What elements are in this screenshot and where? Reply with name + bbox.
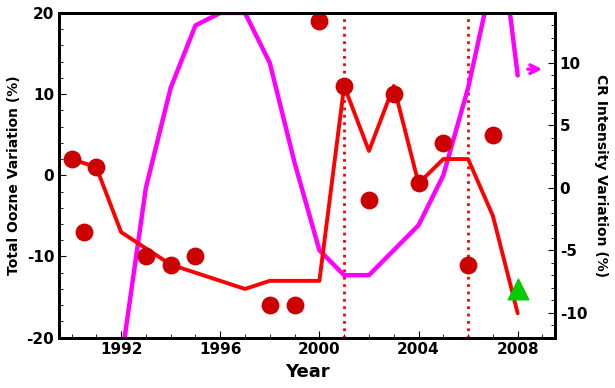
Point: [290, 302, 300, 308]
Point: [438, 140, 448, 146]
Point: [141, 253, 151, 260]
Point: [513, 286, 523, 292]
Point: [364, 197, 374, 203]
Point: [463, 262, 473, 268]
Point: [165, 262, 175, 268]
Y-axis label: CR Intensity Variation (%): CR Intensity Variation (%): [594, 74, 608, 277]
Point: [191, 253, 200, 260]
Point: [92, 164, 101, 170]
Y-axis label: Total Oozne Variation (%): Total Oozne Variation (%): [7, 76, 21, 275]
Point: [66, 156, 76, 162]
X-axis label: Year: Year: [285, 363, 329, 381]
Point: [79, 229, 89, 235]
Point: [339, 83, 349, 89]
Point: [488, 132, 498, 138]
Point: [414, 180, 424, 187]
Point: [389, 91, 399, 97]
Point: [265, 302, 275, 308]
Point: [314, 18, 324, 24]
